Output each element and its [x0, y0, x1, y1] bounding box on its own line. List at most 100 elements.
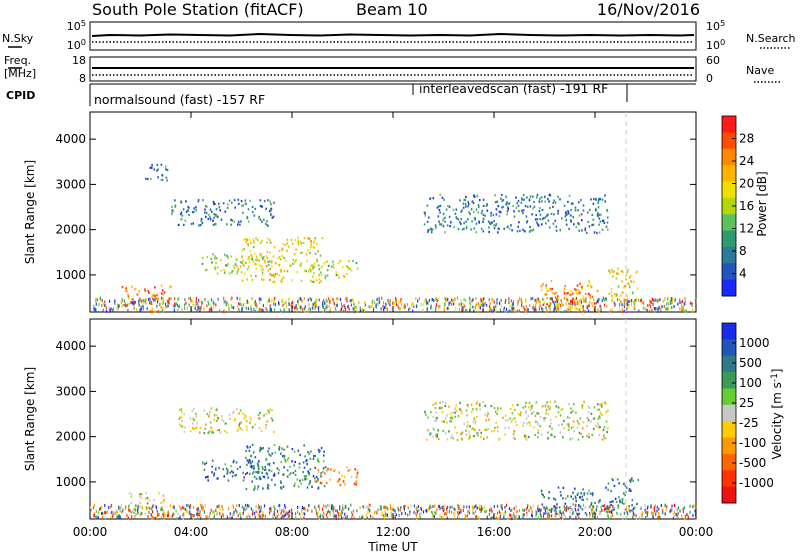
echo-cell — [571, 437, 574, 440]
clutter-cell — [378, 508, 380, 512]
echo-cell — [224, 429, 226, 432]
clutter-cell — [249, 515, 251, 519]
clutter-cell — [110, 503, 113, 507]
echo-cell — [575, 497, 577, 500]
clutter-cell — [169, 504, 172, 508]
clutter-cell — [432, 512, 434, 516]
clutter-cell — [673, 510, 676, 514]
echo-cell — [561, 217, 563, 220]
echo-cell — [334, 468, 336, 472]
echo-cell — [140, 496, 143, 499]
echo-cell — [486, 436, 488, 439]
echo-cell — [535, 214, 537, 217]
echo-cell — [303, 444, 305, 447]
echo-cell — [322, 467, 325, 470]
echo-cell — [178, 408, 181, 411]
echo-cell — [424, 212, 426, 215]
echo-cell — [609, 271, 611, 274]
echo-cell — [250, 242, 252, 245]
echo-cell — [607, 228, 609, 231]
clutter-cell — [682, 307, 685, 311]
echo-cell — [574, 487, 576, 490]
clutter-cell — [250, 507, 252, 511]
clutter-cell — [389, 299, 391, 303]
echo-cell — [299, 264, 301, 267]
clutter-cell — [213, 516, 215, 520]
clutter-cell — [340, 511, 342, 515]
echo-cell — [450, 412, 452, 415]
clutter-cell — [151, 308, 153, 312]
clutter-cell — [509, 304, 511, 308]
echo-cell — [587, 284, 589, 287]
clutter-cell — [440, 516, 442, 519]
clutter-cell — [671, 301, 673, 304]
clutter-cell — [255, 505, 257, 509]
clutter-cell — [553, 507, 555, 511]
echo-cell — [286, 238, 289, 241]
echo-cell — [305, 459, 308, 462]
echo-cell — [513, 215, 516, 218]
colorbar-swatch — [722, 214, 736, 232]
clutter-cell — [200, 306, 202, 310]
clutter-cell — [327, 503, 329, 507]
echo-cell — [494, 426, 496, 429]
echo-cell — [468, 203, 470, 206]
clutter-cell — [183, 507, 186, 511]
clutter-cell — [228, 307, 230, 310]
clutter-cell — [646, 511, 648, 515]
echo-cell — [261, 205, 264, 208]
echo-cell — [183, 413, 185, 416]
echo-cell — [495, 208, 498, 211]
echo-cell — [463, 198, 466, 201]
clutter-cell — [457, 516, 459, 520]
echo-cell — [581, 404, 584, 407]
echo-cell — [253, 467, 255, 470]
y-tick-label: 1000 — [55, 475, 86, 489]
clutter-cell — [377, 508, 379, 512]
clutter-cell — [422, 309, 424, 313]
clutter-cell — [512, 300, 514, 303]
clutter-cell — [461, 308, 463, 312]
clutter-cell — [643, 307, 645, 311]
echo-cell — [180, 212, 182, 216]
echo-cell — [268, 411, 270, 414]
echo-cell — [323, 454, 325, 457]
echo-cell — [230, 255, 232, 258]
clutter-cell — [371, 304, 373, 308]
clutter-cell — [453, 302, 455, 306]
echo-cell — [266, 241, 269, 244]
clutter-cell — [527, 503, 529, 507]
echo-cell — [270, 261, 273, 264]
echo-cell — [442, 219, 444, 222]
clutter-cell — [270, 308, 272, 312]
clutter-cell — [444, 512, 446, 516]
echo-cell — [231, 475, 234, 478]
echo-cell — [267, 483, 269, 486]
clutter-cell — [542, 514, 545, 518]
clutter-cell — [599, 513, 601, 517]
echo-cell — [582, 297, 584, 301]
echo-cell — [313, 262, 316, 265]
echo-cell — [545, 222, 547, 225]
nave-tick-low: 0 — [706, 72, 713, 85]
clutter-cell — [535, 510, 537, 514]
echo-cell — [247, 258, 249, 261]
echo-cell — [269, 210, 271, 213]
echo-cell — [439, 401, 441, 404]
clutter-cell — [283, 509, 285, 513]
echo-cell — [554, 296, 557, 299]
echo-cell — [508, 426, 510, 429]
clutter-cell — [664, 512, 666, 516]
clutter-cell — [336, 509, 339, 513]
clutter-cell — [431, 514, 434, 518]
echo-cell — [470, 208, 473, 211]
clutter-cell — [370, 514, 372, 518]
clutter-cell — [665, 508, 667, 512]
clutter-cell — [342, 507, 344, 511]
clutter-cell — [607, 513, 609, 517]
clutter-cell — [109, 299, 111, 303]
clutter-cell — [353, 516, 355, 520]
echo-cell — [311, 280, 314, 283]
echo-cell — [259, 478, 262, 481]
echo-cell — [475, 231, 478, 234]
